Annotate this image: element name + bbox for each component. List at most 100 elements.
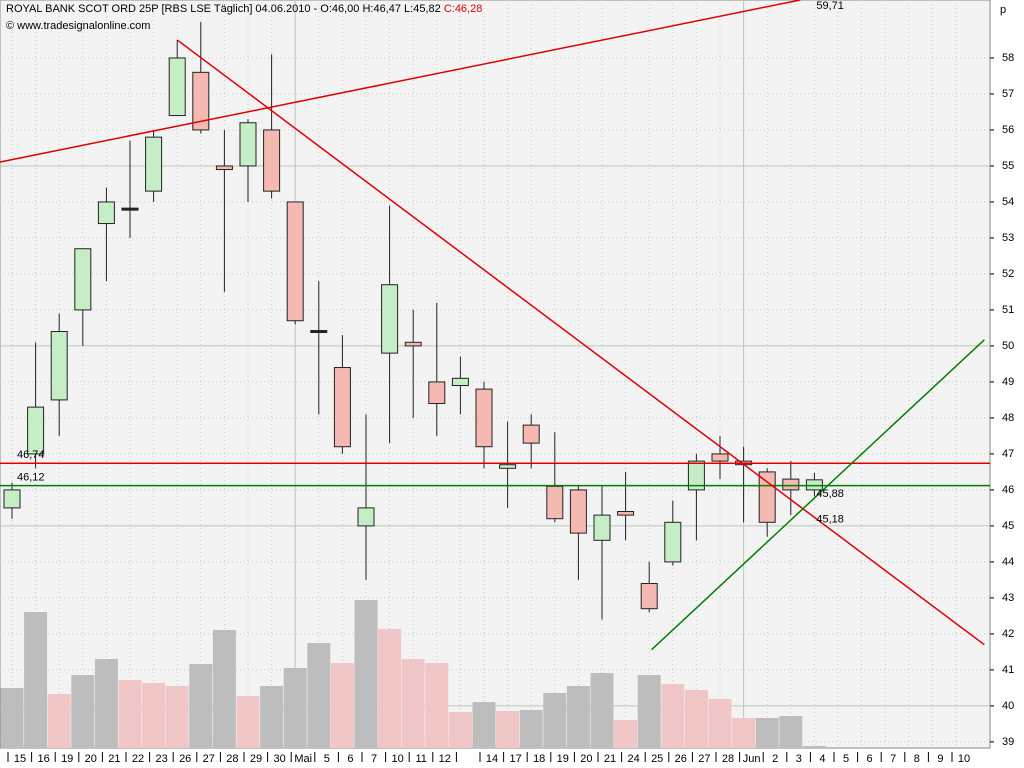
volume-bar: [614, 720, 638, 748]
y-tick-label: 43: [1002, 592, 1014, 604]
x-tick-label: 16: [37, 753, 49, 765]
chart-title: ROYAL BANK SCOT ORD 25P [RBS LSE Täglich…: [6, 3, 482, 15]
x-tick-label: 19: [557, 753, 569, 765]
candle-body: [263, 129, 281, 192]
x-tick-label: 6: [347, 753, 353, 765]
volume-bar: [165, 686, 189, 748]
volume-bar: [330, 663, 354, 748]
y-tick-label: 54: [1002, 196, 1014, 208]
title-main: ROYAL BANK SCOT ORD 25P [RBS LSE Täglich…: [6, 3, 441, 15]
x-tick-label: 21: [604, 753, 616, 765]
volume-bar: [661, 684, 685, 748]
x-tick-label: 12: [439, 753, 451, 765]
y-tick-label: 56: [1002, 124, 1014, 136]
candle-body: [357, 507, 375, 527]
candle-body: [640, 582, 658, 610]
volume-bar: [684, 690, 708, 748]
volume-bar: [708, 699, 732, 748]
candle-body: [569, 489, 587, 534]
candle-body: [286, 201, 304, 322]
y-tick-label: 44: [1002, 556, 1014, 568]
x-tick-label: 20: [85, 753, 97, 765]
candle-body: [428, 381, 446, 405]
y-tick-label: 57: [1002, 88, 1014, 100]
volume-bar: [24, 612, 48, 748]
candle-body: [145, 136, 163, 192]
candle-body: [333, 367, 351, 448]
title-close: C:46,28: [444, 3, 483, 15]
volume-bar: [425, 663, 449, 748]
candle-body: [239, 122, 257, 167]
x-tick-label: 27: [698, 753, 710, 765]
volume-bar: [519, 710, 543, 748]
y-tick-label: 47: [1002, 448, 1014, 460]
candle-body: [758, 471, 776, 523]
x-tick-label: 10: [391, 753, 403, 765]
candle-body: [617, 511, 635, 516]
candle-body: [74, 248, 92, 311]
volume-bar: [189, 664, 213, 748]
trend-line-label: 45,88: [816, 488, 844, 500]
x-tick-label: 6: [867, 753, 873, 765]
volume-bar: [448, 712, 472, 748]
volume-bar: [142, 683, 166, 748]
x-tick-label: Jun: [743, 753, 761, 765]
trend-line: [0, 0, 801, 163]
volume-bar: [236, 696, 260, 748]
volume-bar: [71, 675, 95, 748]
x-tick-label: 19: [61, 753, 73, 765]
y-unit: p: [1000, 4, 1006, 16]
candle-body: [404, 341, 422, 347]
volume-bar: [47, 694, 71, 748]
volume-bar: [0, 688, 24, 748]
y-tick-label: 41: [1002, 664, 1014, 676]
candle-body: [50, 331, 68, 401]
volume-bar: [401, 659, 425, 748]
level-label: 46,12: [17, 471, 45, 483]
x-tick-label: 4: [819, 753, 825, 765]
x-tick-label: 28: [722, 753, 734, 765]
y-tick-label: 58: [1002, 52, 1014, 64]
volume-bar: [118, 680, 142, 748]
volume-bar: [307, 643, 331, 748]
trend-line-label: 59,71: [816, 0, 844, 12]
volume-bar: [354, 600, 378, 748]
x-tick-label: 26: [179, 753, 191, 765]
plot-area: [0, 0, 991, 749]
volume-bar: [590, 673, 614, 748]
volume-bar: [283, 668, 307, 748]
x-tick-label: 21: [108, 753, 120, 765]
candle-body: [711, 453, 729, 462]
volume-bar: [260, 686, 284, 748]
x-tick-label: 22: [132, 753, 144, 765]
x-tick-label: 17: [509, 753, 521, 765]
trend-line: [176, 39, 985, 646]
volume-bar: [94, 659, 118, 748]
y-tick-label: 50: [1002, 340, 1014, 352]
volume-bar: [802, 746, 826, 748]
candle-body: [546, 485, 564, 520]
candle-body: [27, 406, 45, 455]
y-tick-label: 55: [1002, 160, 1014, 172]
volume-bar: [732, 718, 756, 748]
candle-body: [215, 165, 233, 171]
trend-line-label: 45,18: [816, 513, 844, 525]
x-tick-label: 27: [203, 753, 215, 765]
candle-body: [475, 388, 493, 448]
x-tick-label: 2: [772, 753, 778, 765]
x-tick-label: 15: [14, 753, 26, 765]
x-tick-label: 10: [958, 753, 970, 765]
x-tick-label: 25: [651, 753, 663, 765]
candle-body: [664, 521, 682, 563]
x-tick-label: 29: [250, 753, 262, 765]
trend-line: [651, 339, 985, 651]
volume-bar: [755, 718, 779, 748]
x-tick-label: 20: [580, 753, 592, 765]
x-tick-label: 14: [486, 753, 498, 765]
x-tick-label: 11: [415, 753, 426, 765]
candle-body: [192, 71, 210, 131]
volume-bar: [472, 702, 496, 748]
y-tick-label: 53: [1002, 232, 1014, 244]
volume-bar: [543, 693, 567, 748]
